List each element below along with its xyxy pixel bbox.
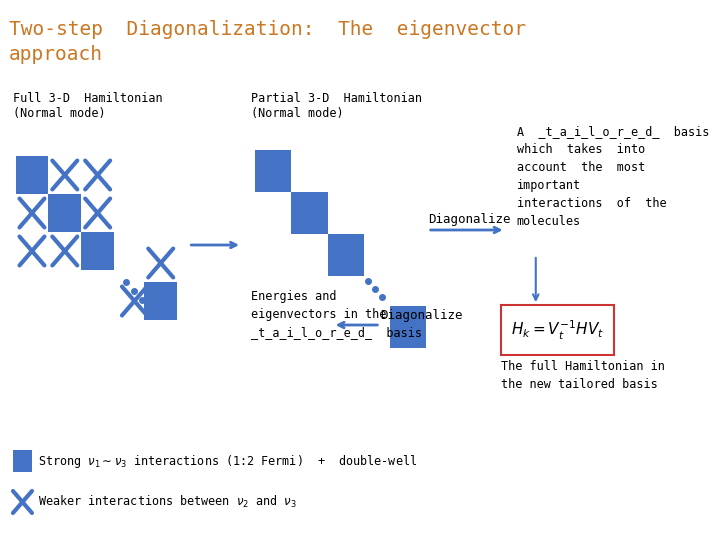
- Bar: [81, 232, 114, 270]
- Text: Weaker interactions between $\nu_2$ and $\nu_3$: Weaker interactions between $\nu_2$ and …: [38, 494, 297, 510]
- Text: Diagonalize: Diagonalize: [380, 308, 463, 321]
- Bar: [501, 305, 613, 355]
- Text: Full 3-D  Hamiltonian
(Normal mode): Full 3-D Hamiltonian (Normal mode): [13, 92, 163, 120]
- Bar: [328, 234, 364, 276]
- Text: The full Hamiltonian in
the new tailored basis: The full Hamiltonian in the new tailored…: [501, 360, 665, 391]
- Bar: [144, 282, 177, 320]
- Text: Diagonalize: Diagonalize: [428, 213, 510, 226]
- Bar: [13, 450, 32, 472]
- Text: A  ̲t̲a̲i̲l̲o̲r̲e̲d̲  basis
which  takes  into
account  the  most
important
inte: A ̲t̲a̲i̲l̲o̲r̲e̲d̲ basis which takes in…: [517, 125, 709, 228]
- Text: $H_k = V_t^{-1}HV_t$: $H_k = V_t^{-1}HV_t$: [511, 319, 604, 342]
- Bar: [291, 192, 328, 234]
- Text: Partial 3-D  Hamiltonian
(Normal mode): Partial 3-D Hamiltonian (Normal mode): [251, 92, 422, 120]
- Text: Two-step  Diagonalization:  The  eigenvector
approach: Two-step Diagonalization: The eigenvecto…: [9, 20, 526, 64]
- Text: Energies and
eigenvectors in the
̲t̲a̲i̲l̲o̲r̲e̲d̲  basis: Energies and eigenvectors in the ̲t̲a̲i̲…: [251, 290, 422, 339]
- Bar: [390, 306, 426, 348]
- Bar: [16, 156, 48, 194]
- Text: Strong $\nu_1{\sim}\nu_3$ interactions (1:2 Fermi)  +  double-well: Strong $\nu_1{\sim}\nu_3$ interactions (…: [38, 453, 417, 469]
- Bar: [255, 150, 291, 192]
- Bar: [48, 194, 81, 232]
